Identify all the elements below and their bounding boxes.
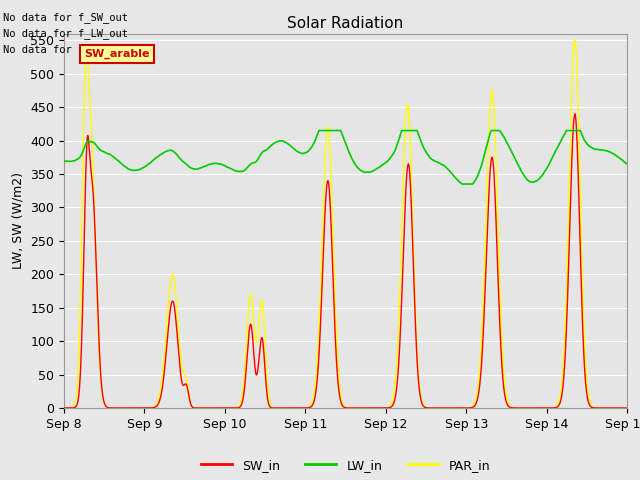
Text: No data for f_LW_out: No data for f_LW_out bbox=[3, 28, 128, 39]
Legend: SW_in, LW_in, PAR_in: SW_in, LW_in, PAR_in bbox=[196, 454, 495, 477]
Text: No data for f_SW_out: No data for f_SW_out bbox=[3, 12, 128, 23]
Text: No data for f_PAR_out: No data for f_PAR_out bbox=[3, 44, 134, 55]
Text: SW_arable: SW_arable bbox=[84, 49, 150, 60]
Title: Solar Radiation: Solar Radiation bbox=[287, 16, 404, 31]
Y-axis label: LW, SW (W/m2): LW, SW (W/m2) bbox=[12, 172, 25, 269]
